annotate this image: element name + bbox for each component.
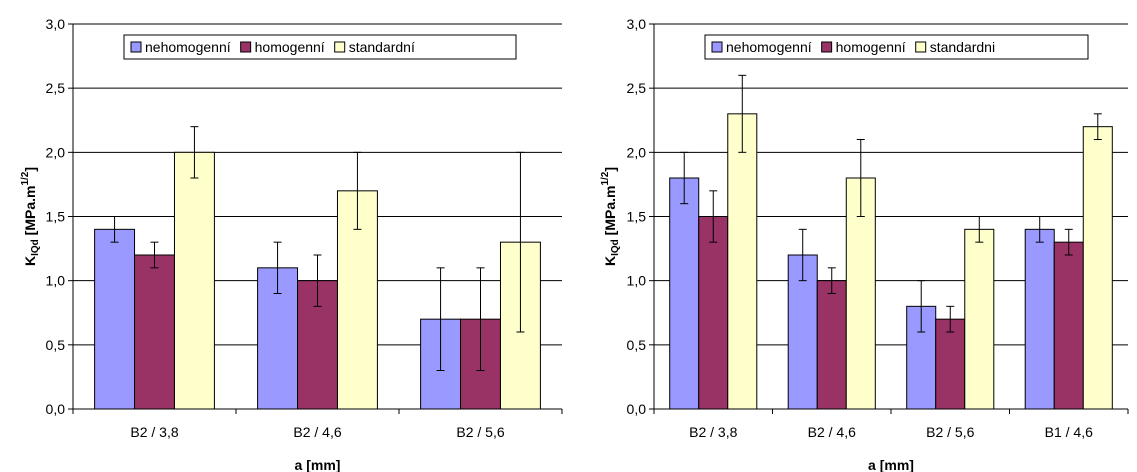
- y-axis-title-sub: IQd: [610, 239, 621, 256]
- y-axis-title-main: K: [602, 256, 618, 266]
- bar-2: [816, 280, 847, 410]
- legend-label: homogenní: [836, 39, 906, 55]
- bar-2: [1053, 241, 1084, 410]
- y-tick-label: 0,5: [627, 337, 647, 353]
- legend-swatch: [240, 41, 252, 53]
- y-axis-title-sup: 1/2: [20, 171, 31, 185]
- x-axis-title: a [mm]: [868, 457, 914, 472]
- legend-label: standardní: [349, 39, 415, 55]
- y-tick-label: 1,5: [46, 209, 66, 225]
- bar-3: [964, 228, 995, 410]
- y-tick-label: 1,5: [627, 209, 647, 225]
- legend-box: [704, 34, 1089, 60]
- y-axis-title-close: ]: [22, 167, 38, 172]
- bar-2: [935, 318, 966, 410]
- y-tick-label: 1,0: [627, 273, 647, 289]
- legend-label: nehomogenní: [145, 39, 231, 55]
- y-axis-title-unit: [MPa.m: [602, 186, 618, 240]
- legend-label: standardni: [930, 39, 995, 55]
- legend-swatch: [334, 41, 346, 53]
- y-tick-label: 0,0: [46, 401, 66, 417]
- x-tick-label: B2 / 3,8: [130, 424, 178, 440]
- x-tick-label: B2 / 5,6: [456, 424, 504, 440]
- legend-label: homogenní: [255, 39, 325, 55]
- y-tick-label: 0,0: [627, 401, 647, 417]
- y-tick-label: 1,0: [46, 273, 66, 289]
- bar-1: [669, 177, 700, 410]
- bar-3: [173, 151, 215, 410]
- y-axis-title-close: ]: [602, 167, 618, 172]
- y-axis-title-main: K: [22, 256, 38, 266]
- x-tick-label: B2 / 4,6: [808, 424, 856, 440]
- bar-2: [134, 254, 175, 410]
- x-axis-title: a [mm]: [295, 457, 341, 472]
- legend: nehomogenní homogenní standardní: [123, 34, 517, 60]
- y-tick-label: 2,5: [46, 80, 66, 96]
- y-axis-title: KIQd [MPa.m1/2]: [20, 167, 41, 266]
- bar-2: [698, 216, 729, 410]
- y-axis-title-sub: IQd: [30, 239, 41, 256]
- y-tick-label: 3,0: [627, 16, 647, 32]
- bar-3: [1082, 126, 1113, 410]
- y-tick-label: 2,0: [46, 144, 66, 160]
- y-tick-label: 2,0: [627, 144, 647, 160]
- x-tick-label: B2 / 5,6: [926, 424, 974, 440]
- y-axis-title: KIQd [MPa.m1/2]: [600, 167, 621, 266]
- y-tick-label: 0,5: [46, 337, 66, 353]
- legend-swatch: [821, 41, 833, 53]
- bar-3: [727, 113, 758, 410]
- y-tick-label: 2,5: [627, 80, 647, 96]
- legend-swatch: [711, 41, 723, 53]
- y-axis-title-unit: [MPa.m: [22, 186, 38, 240]
- x-tick-label: B2 / 3,8: [689, 424, 737, 440]
- legend-swatch: [915, 41, 927, 53]
- legend-label: nehomogenní: [726, 39, 812, 55]
- bar-1: [94, 228, 136, 410]
- legend-box: [123, 34, 517, 60]
- x-tick-label: B1 / 4,6: [1045, 424, 1093, 440]
- chart-1: 0,0 0,5 1,0 1,5 2,0 2,5 3,0 B2 / 3,8 B2 / 4,6 B2 …: [20, 16, 563, 472]
- chart-2: 0,0 0,5 1,0 1,5 2,0 2,5 3,0 B2 / 3,8 B2 / 4,6 B2 …: [600, 16, 1129, 472]
- legend-swatch: [130, 41, 142, 53]
- x-tick-label: B2 / 4,6: [293, 424, 341, 440]
- bar-1: [1024, 228, 1055, 410]
- legend: nehomogenní homogenní standardni: [704, 34, 1089, 60]
- y-axis-title-sup: 1/2: [600, 171, 611, 185]
- y-tick-label: 3,0: [46, 16, 66, 32]
